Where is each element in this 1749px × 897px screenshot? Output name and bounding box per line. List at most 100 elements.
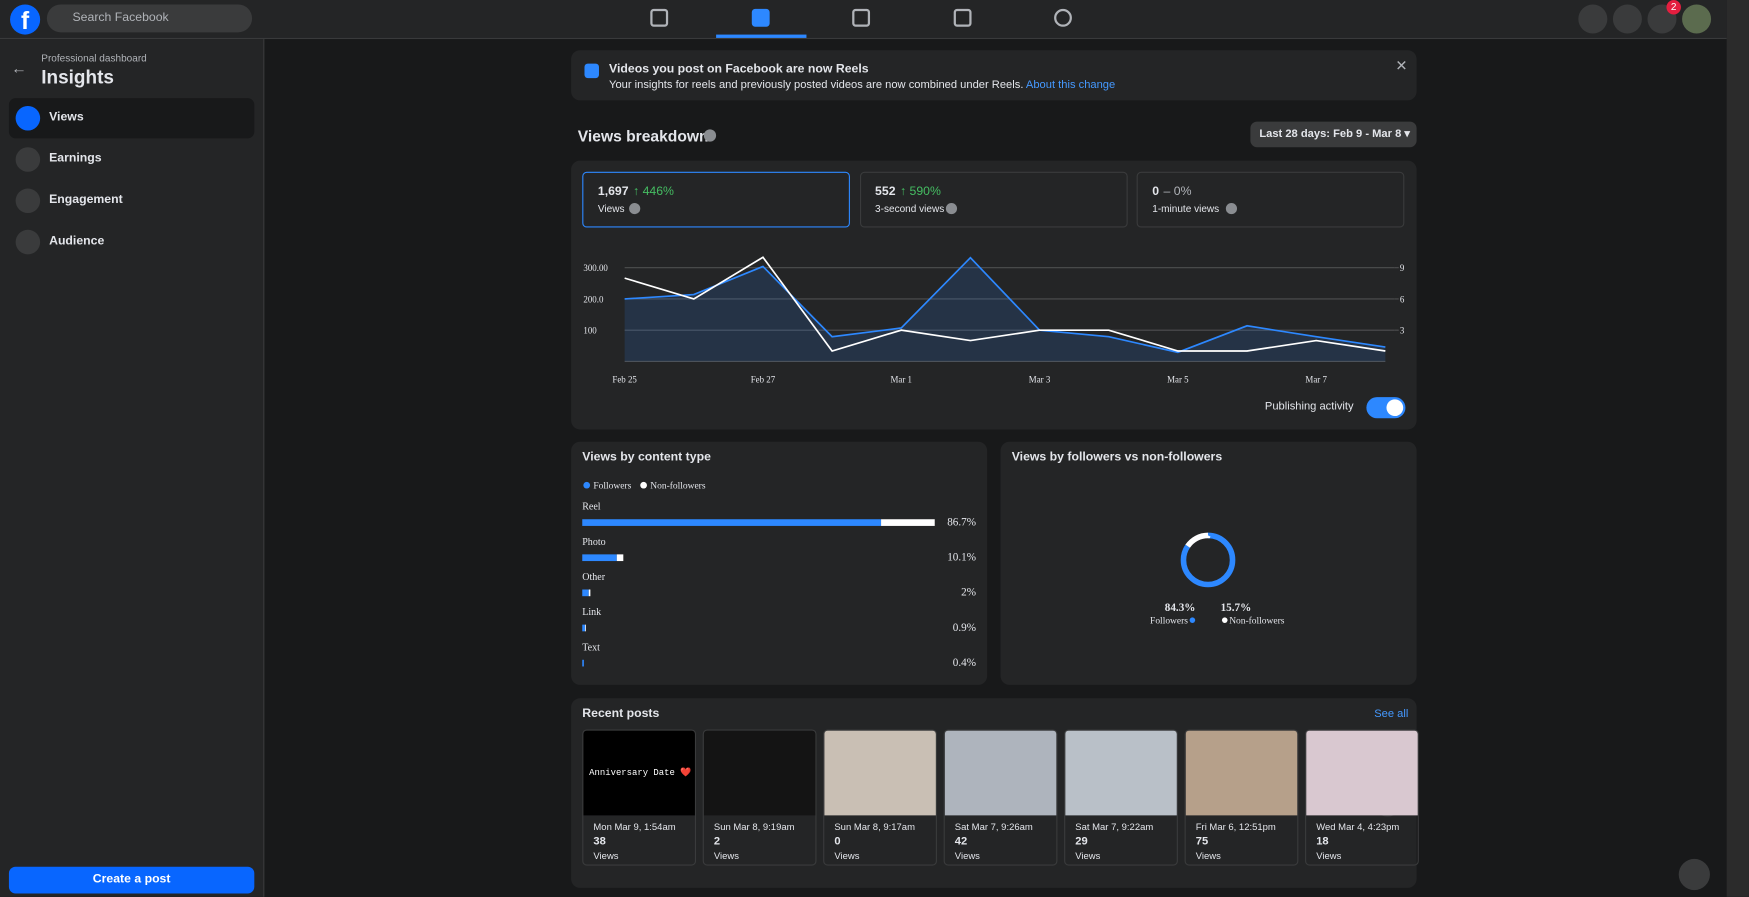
y2-tick-label: 3	[1400, 326, 1405, 336]
breakdown-title: Views breakdown	[577, 127, 709, 146]
post-views: 0	[834, 835, 841, 848]
post-card[interactable]: Sun Mar 8, 9:19am 2 Views	[702, 729, 817, 866]
donut-value: 84.3%	[1165, 602, 1196, 614]
post-views-label: Views	[954, 849, 980, 862]
post-date: Sat Mar 7, 9:26am	[954, 820, 1033, 833]
groups-icon[interactable]	[1054, 8, 1072, 27]
views-chart: 100 200.0 300.00 3 6 9 Feb 25 Feb 27 Mar 1 Mar 3 M…	[583, 256, 1405, 385]
toggle[interactable]	[1366, 397, 1406, 419]
date-range-label: Last 28 days: Feb 9 - Mar 8	[1259, 128, 1402, 141]
post-views-label: Views	[1075, 849, 1101, 862]
metric-card[interactable]: 552 ↑ 590% 3-second views	[859, 171, 1128, 228]
post-date: Wed Mar 4, 4:23pm	[1316, 820, 1400, 833]
total-label: 86.7%	[947, 516, 976, 528]
donut-category: Followers	[1150, 617, 1188, 627]
bar-segment	[582, 624, 586, 632]
messenger-button[interactable]	[1612, 4, 1642, 34]
metric-value: 0	[1152, 185, 1160, 199]
metric-change: ↑ 446%	[633, 185, 674, 199]
y2-tick-label: 6	[1400, 294, 1405, 304]
sidebar-item[interactable]: Engagement	[49, 192, 123, 207]
post-thumbnail	[1065, 730, 1177, 816]
metric-card[interactable]: 0– 0% 1-minute views	[1136, 171, 1405, 228]
legend-dot	[1189, 617, 1196, 623]
post-date: Sun Mar 8, 9:19am	[713, 820, 795, 833]
market-icon[interactable]	[953, 8, 972, 27]
donut-category: Non-followers	[1229, 616, 1285, 627]
item-icon	[15, 147, 41, 172]
post-date: Mon Mar 9, 1:54am	[593, 820, 676, 833]
bar-segment	[616, 554, 624, 562]
toggle-label: Publishing activity	[1264, 400, 1354, 413]
post-views: 42	[954, 835, 968, 848]
active-item-bg	[8, 98, 255, 139]
post-card[interactable]: Wed Mar 4, 4:23pm 18 Views	[1305, 729, 1419, 866]
followers-panel: Views by followers vs non-followers 84.3…	[1000, 441, 1417, 685]
x-tick-label: Feb 27	[751, 375, 776, 385]
content-type-title: Views by content type	[582, 450, 711, 465]
scrollbar	[1726, 0, 1749, 897]
post-card[interactable]: Sun Mar 8, 9:17am 0 Views	[823, 729, 937, 866]
sidebar-item[interactable]: Views	[49, 110, 84, 124]
banner-text: Your insights for reels and previously p…	[609, 79, 1115, 91]
post-views: 75	[1195, 835, 1209, 848]
metric-label: 1-minute views	[1152, 203, 1220, 215]
legend-label: Followers	[593, 482, 631, 492]
menu-button[interactable]	[1578, 4, 1608, 34]
video-icon[interactable]	[852, 8, 871, 27]
post-views: 38	[593, 835, 606, 848]
bar-segment	[881, 519, 935, 526]
info-icon[interactable]	[703, 129, 717, 142]
top-nav: f Search Facebook 2	[0, 0, 1727, 40]
banner-link[interactable]: About this change	[1025, 79, 1116, 92]
sidebar-item[interactable]: Earnings	[49, 151, 102, 166]
search[interactable]: Search Facebook	[46, 4, 253, 33]
y2-tick-label: 9	[1400, 263, 1405, 273]
x-tick-label: Mar 1	[891, 375, 913, 385]
see-all[interactable]: See all	[1374, 708, 1409, 721]
category-label: Photo	[582, 537, 605, 548]
x-tick-label: Mar 3	[1029, 375, 1051, 385]
bar-segment	[585, 624, 586, 632]
content-type-panel: Views by content type Followers Non-follo…	[571, 441, 988, 685]
donut-value: 15.7%	[1221, 602, 1252, 614]
post-card[interactable]: Sat Mar 7, 9:26am 42 Views	[943, 729, 1058, 866]
avatar[interactable]	[1682, 4, 1712, 34]
bar-segment	[582, 519, 882, 526]
legend-label: Non-followers	[650, 481, 706, 492]
post-caption: Anniversary Date ❤️	[589, 768, 692, 779]
total-label: 2%	[961, 587, 976, 599]
total-label: 0.4%	[953, 657, 976, 669]
insights-icon[interactable]	[751, 8, 770, 27]
metric-card[interactable]: 1,697 ↑ 446% Views	[582, 171, 850, 228]
back-arrow[interactable]: ←	[11, 59, 27, 77]
create-post-button[interactable]: Create a post	[8, 866, 255, 894]
close-button[interactable]: ✕	[1395, 56, 1408, 74]
content-type-chart: Followers Non-followers Reel 86.7% Photo 10.1…	[582, 481, 976, 669]
banner-body: Your insights for reels and previously p…	[609, 79, 1024, 92]
followers-chart: 84.3% Followers 15.7% Non-followers	[1150, 532, 1285, 627]
post-card[interactable]: Sat Mar 7, 9:22am 29 Views	[1064, 729, 1178, 866]
post-card[interactable]: Fri Mar 6, 12:51pm 75 Views	[1184, 729, 1299, 866]
donut-segment	[1180, 532, 1236, 588]
metric-row: 0– 0%	[1152, 185, 1191, 198]
post-thumbnail	[1185, 730, 1298, 816]
breakdown-panel: 100 200.0 300.00 3 6 9 Feb 25 Feb 27 Mar 1 Mar 3 M…	[571, 160, 1417, 430]
total-label: 10.1%	[947, 552, 976, 564]
date-range[interactable]: Last 28 days: Feb 9 - Mar 8 ▾	[1250, 121, 1417, 148]
sidebar-item[interactable]: Audience	[49, 234, 105, 248]
category-label: Other	[582, 572, 605, 583]
post-views-label: Views	[1316, 849, 1342, 862]
home-icon[interactable]	[650, 8, 669, 27]
logo[interactable]: f	[10, 4, 41, 35]
compose-button[interactable]	[1678, 858, 1710, 891]
legend-dot	[1221, 617, 1228, 623]
item-icon	[15, 105, 41, 131]
legend-dot	[640, 481, 647, 489]
metric-change: – 0%	[1163, 185, 1192, 199]
category-label: Text	[582, 642, 600, 653]
post-card[interactable]: Anniversary Date ❤️ Mon Mar 9, 1:54am 38 Vi…	[582, 729, 697, 866]
post-date: Sat Mar 7, 9:22am	[1075, 820, 1154, 833]
banner-title: Videos you post on Facebook are now Reel…	[609, 62, 869, 76]
